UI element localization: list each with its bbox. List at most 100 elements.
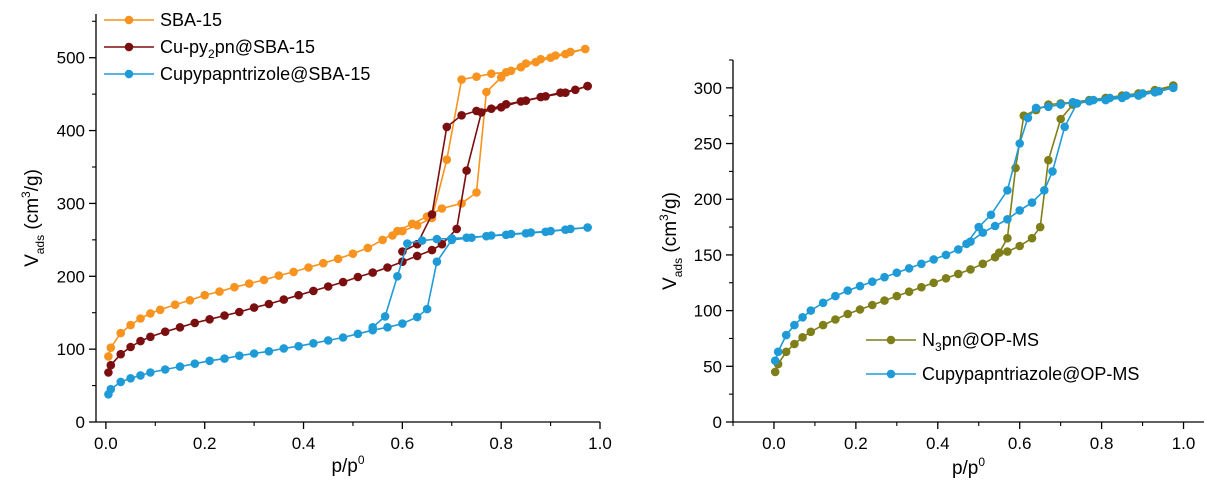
data-point: [462, 233, 471, 242]
data-point: [457, 75, 466, 84]
data-point: [378, 235, 387, 245]
data-point: [126, 374, 135, 383]
data-point: [1023, 113, 1033, 123]
data-point: [583, 223, 592, 232]
data-point: [831, 315, 840, 324]
legend-marker: [124, 15, 134, 25]
legend-marker: [886, 369, 896, 379]
data-point: [190, 318, 200, 328]
data-point: [868, 300, 877, 310]
chart-left: 0.0 0.2 0.4 0.6 0.8 1.0 0 100 200 300 400 500 p/p0 Va…: [19, 10, 612, 477]
series-line-desorption: [998, 84, 1174, 254]
y-tick-label: 300: [57, 194, 85, 213]
data-point: [422, 304, 432, 314]
data-point: [160, 327, 170, 337]
data-point: [561, 49, 570, 59]
data-point: [175, 362, 185, 371]
data-point: [136, 371, 145, 380]
series-line-adsorption: [107, 48, 586, 357]
x-tick-label: 0.8: [1090, 434, 1114, 453]
data-point: [170, 300, 180, 310]
data-point: [116, 349, 125, 359]
x-tick-label: 0.2: [844, 434, 868, 453]
data-point: [843, 286, 852, 295]
data-point: [462, 166, 471, 175]
data-point: [383, 323, 392, 332]
data-point: [962, 239, 971, 249]
legend-label: Cupypapntriazole@OP-MS: [922, 364, 1139, 384]
data-point: [205, 315, 214, 324]
data-point: [1056, 114, 1065, 124]
data-point: [1035, 222, 1045, 232]
x-axis-title: p/p0: [952, 455, 985, 479]
data-point: [452, 224, 462, 234]
data-point: [235, 351, 244, 361]
x-tick-label: 1.0: [588, 434, 612, 453]
y-tick-label: 300: [694, 79, 722, 98]
data-point: [880, 272, 889, 282]
data-point: [941, 250, 951, 260]
data-point: [160, 365, 170, 374]
data-point: [917, 259, 926, 269]
data-point: [432, 257, 442, 267]
data-point: [447, 234, 457, 243]
data-point: [472, 106, 481, 116]
data-point: [398, 226, 407, 236]
data-point: [1044, 155, 1053, 165]
data-point: [136, 336, 145, 346]
data-point: [116, 377, 125, 387]
data-point: [348, 249, 358, 258]
data-point: [806, 327, 816, 337]
legend-marker: [886, 335, 896, 345]
x-tick-label: 0.0: [762, 434, 786, 453]
data-point: [126, 320, 135, 330]
y-axis-title: Vads (cm3/g): [19, 169, 47, 267]
data-point: [521, 229, 531, 238]
data-point: [323, 282, 333, 291]
data-point: [1044, 102, 1053, 112]
data-point: [929, 278, 938, 288]
data-point: [917, 282, 926, 292]
data-point: [561, 88, 570, 97]
y-tick-label: 500: [57, 49, 85, 68]
legend-label: Cupypapntrizole@SBA-15: [160, 64, 370, 84]
data-point: [380, 312, 390, 321]
data-point: [541, 227, 550, 237]
data-point: [1060, 122, 1069, 132]
data-point: [1040, 186, 1049, 195]
data-point: [363, 243, 373, 253]
data-point: [205, 356, 214, 366]
data-point: [843, 309, 852, 319]
legend-label: Cu-py2pn@SBA-15: [160, 37, 315, 61]
data-point: [289, 267, 298, 277]
y-tick-label: 200: [57, 267, 85, 286]
data-point: [319, 258, 328, 268]
data-point: [1101, 95, 1110, 105]
legend-entry: N3pn@OP-MS: [866, 330, 1039, 354]
data-point: [437, 204, 447, 213]
data-point: [546, 53, 555, 62]
data-point: [1027, 198, 1037, 207]
data-point: [279, 344, 289, 353]
data-point: [368, 323, 378, 332]
data-point: [432, 234, 442, 244]
x-tick-label: 1.0: [1172, 434, 1196, 453]
data-point: [501, 100, 511, 109]
data-point: [412, 221, 422, 230]
data-point: [472, 188, 481, 197]
legend-entry: Cupypapntrizole@SBA-15: [104, 64, 370, 84]
data-point: [855, 281, 865, 291]
data-point: [106, 343, 116, 353]
data-point: [294, 290, 303, 300]
data-point: [941, 274, 951, 283]
data-point: [104, 352, 113, 361]
y-tick-label: 250: [694, 135, 722, 154]
data-point: [417, 236, 427, 245]
y-tick-label: 50: [703, 357, 722, 376]
data-point: [220, 354, 229, 363]
data-point: [501, 230, 511, 240]
data-point: [442, 155, 452, 164]
series-line-desorption: [402, 85, 588, 253]
data-point: [412, 251, 422, 261]
